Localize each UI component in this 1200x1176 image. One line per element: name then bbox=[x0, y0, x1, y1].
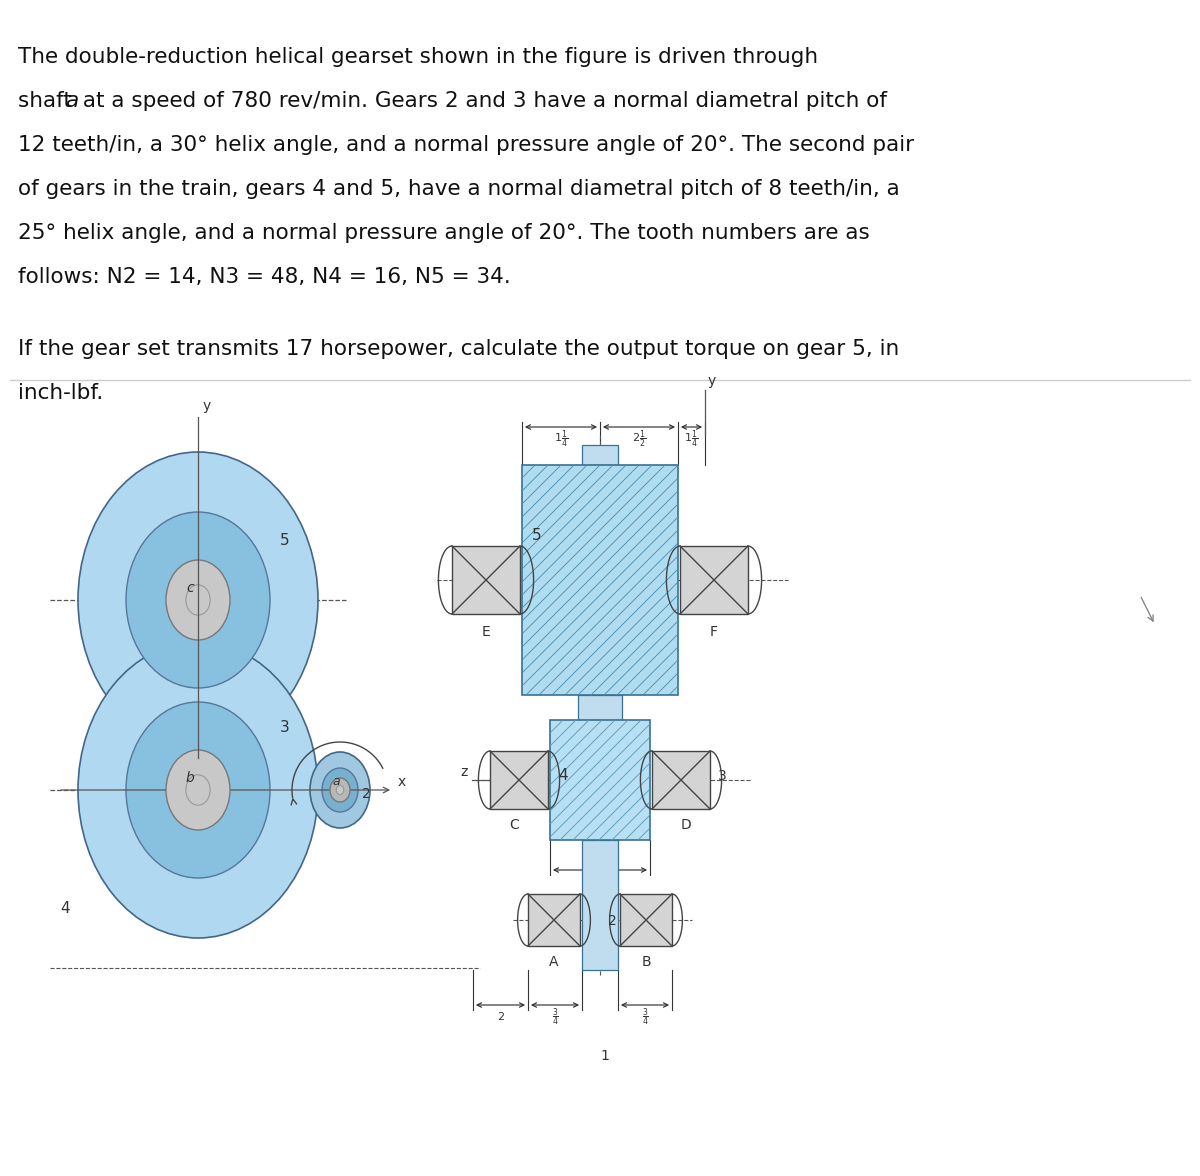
Bar bbox=[620, 894, 672, 946]
Text: C: C bbox=[509, 818, 518, 831]
Bar bbox=[522, 465, 678, 695]
Ellipse shape bbox=[126, 702, 270, 878]
Text: 1: 1 bbox=[600, 1049, 610, 1063]
Ellipse shape bbox=[186, 775, 210, 806]
Ellipse shape bbox=[186, 584, 210, 615]
Ellipse shape bbox=[78, 642, 318, 938]
Ellipse shape bbox=[330, 779, 350, 802]
Text: $\frac{3}{4}$: $\frac{3}{4}$ bbox=[642, 1007, 648, 1028]
Text: 5: 5 bbox=[532, 528, 541, 543]
Bar bbox=[550, 720, 650, 840]
Text: 3: 3 bbox=[280, 720, 289, 735]
Text: B: B bbox=[641, 955, 650, 969]
Text: inch-lbf.: inch-lbf. bbox=[18, 383, 103, 403]
Ellipse shape bbox=[126, 512, 270, 688]
Text: $\frac{3}{4}$: $\frac{3}{4}$ bbox=[552, 1007, 558, 1028]
Text: A: A bbox=[550, 955, 559, 969]
Text: 12 teeth/in, a 30° helix angle, and a normal pressure angle of 20°. The second p: 12 teeth/in, a 30° helix angle, and a no… bbox=[18, 135, 914, 155]
Ellipse shape bbox=[322, 768, 358, 811]
Text: 5: 5 bbox=[280, 533, 289, 548]
Bar bbox=[652, 751, 710, 809]
Ellipse shape bbox=[78, 452, 318, 748]
Bar bbox=[582, 445, 618, 465]
Text: 2: 2 bbox=[608, 914, 617, 928]
Text: 2$\frac{1}{2}$: 2$\frac{1}{2}$ bbox=[632, 428, 646, 449]
Bar bbox=[578, 695, 622, 720]
Text: a: a bbox=[65, 91, 78, 111]
Text: b: b bbox=[186, 771, 194, 786]
Bar bbox=[582, 840, 618, 970]
Text: shaft: shaft bbox=[18, 91, 79, 111]
Text: z: z bbox=[460, 766, 467, 779]
Text: follows: N2 = 14, N3 = 48, N4 = 16, N5 = 34.: follows: N2 = 14, N3 = 48, N4 = 16, N5 =… bbox=[18, 267, 511, 287]
Bar bbox=[490, 751, 548, 809]
Ellipse shape bbox=[310, 751, 370, 828]
Text: The double-reduction helical gearset shown in the figure is driven through: The double-reduction helical gearset sho… bbox=[18, 47, 818, 67]
Text: y: y bbox=[708, 374, 716, 388]
Text: of gears in the train, gears 4 and 5, have a normal diametral pitch of 8 teeth/i: of gears in the train, gears 4 and 5, ha… bbox=[18, 179, 900, 199]
Text: E: E bbox=[481, 624, 491, 639]
Text: a: a bbox=[332, 775, 340, 788]
Text: c: c bbox=[186, 581, 193, 595]
Text: 1$\frac{1}{4}$: 1$\frac{1}{4}$ bbox=[684, 428, 698, 449]
Ellipse shape bbox=[166, 750, 230, 830]
Text: If the gear set transmits 17 horsepower, calculate the output torque on gear 5, : If the gear set transmits 17 horsepower,… bbox=[18, 339, 899, 359]
Text: x: x bbox=[398, 775, 407, 789]
Text: 1$\frac{1}{4}$: 1$\frac{1}{4}$ bbox=[554, 428, 568, 449]
Text: at a speed of 780 rev/min. Gears 2 and 3 have a normal diametral pitch of: at a speed of 780 rev/min. Gears 2 and 3… bbox=[76, 91, 887, 111]
Text: 25° helix angle, and a normal pressure angle of 20°. The tooth numbers are as: 25° helix angle, and a normal pressure a… bbox=[18, 223, 870, 243]
Bar bbox=[680, 546, 748, 614]
Text: 2: 2 bbox=[362, 787, 371, 801]
Ellipse shape bbox=[166, 560, 230, 640]
Text: 3: 3 bbox=[718, 769, 727, 783]
Text: 2: 2 bbox=[497, 1013, 504, 1022]
Text: F: F bbox=[710, 624, 718, 639]
Text: $\frac{3}{4}$: $\frac{3}{4}$ bbox=[596, 871, 604, 893]
Ellipse shape bbox=[336, 786, 344, 795]
Text: D: D bbox=[680, 818, 691, 831]
Text: 4: 4 bbox=[60, 901, 70, 916]
Text: 4: 4 bbox=[558, 768, 568, 783]
Bar bbox=[452, 546, 520, 614]
Bar bbox=[528, 894, 580, 946]
Text: y: y bbox=[203, 399, 211, 413]
